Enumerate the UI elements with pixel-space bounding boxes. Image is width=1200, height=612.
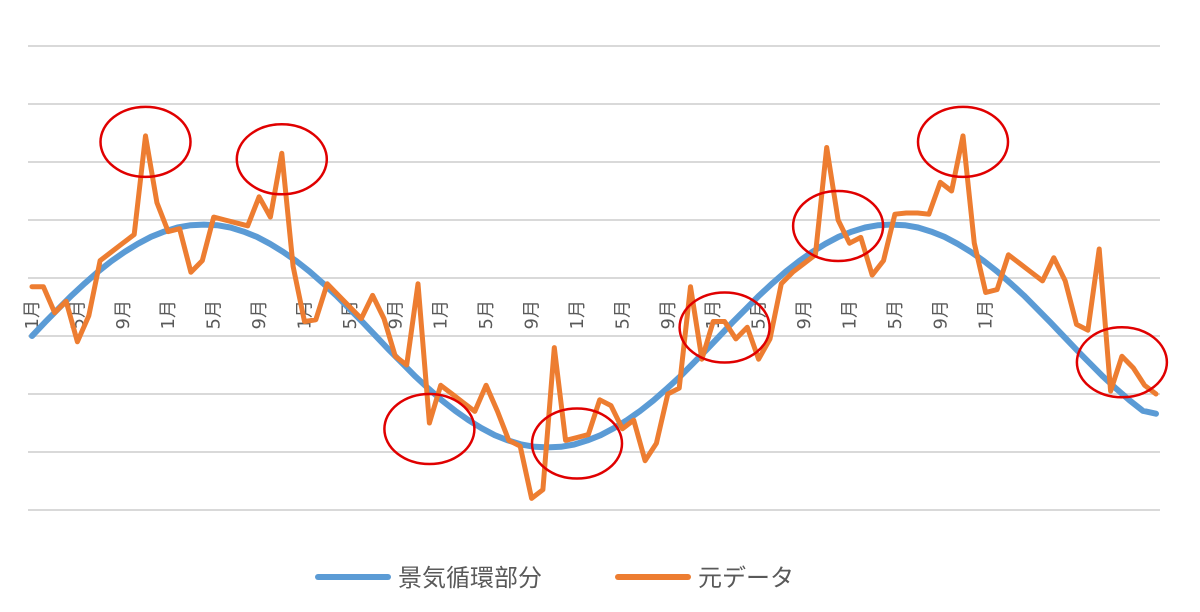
x-tick-label: 5月 — [204, 300, 225, 329]
x-axis-tick-labels: 1月 5月 9月 1月 5月 9月 1月 5月 9月 1月 5月 9月 1月 5月 9月 1月 5月 9月 1月 5月… — [22, 300, 997, 329]
x-tick-label: 9月 — [385, 300, 406, 329]
highlight-circle-2 — [383, 392, 476, 466]
series-lines — [29, 133, 1159, 501]
x-tick-label: 1月 — [431, 300, 452, 329]
x-tick-label: 9月 — [794, 300, 815, 329]
x-tick-label: 5月 — [612, 300, 633, 329]
x-tick-label: 1月 — [567, 300, 588, 329]
legend-label-1: 元データ — [698, 564, 794, 592]
highlight-circle-1 — [235, 123, 329, 196]
x-tick-label: 1月 — [22, 300, 43, 329]
highlight-circles — [99, 105, 1169, 480]
legend-label-0: 景気循環部分 — [398, 564, 542, 592]
series-line-original-data — [29, 133, 1159, 501]
x-tick-label: 1月 — [976, 300, 997, 329]
x-tick-label: 5月 — [749, 300, 770, 329]
highlight-circle-6 — [916, 105, 1010, 179]
series-line-business-cycle — [29, 221, 1159, 451]
legend: 景気循環部分 元データ — [315, 564, 794, 592]
x-tick-label: 9月 — [930, 300, 951, 329]
x-tick-label: 9月 — [658, 300, 679, 329]
x-tick-label: 5月 — [476, 300, 497, 329]
x-tick-label: 1月 — [840, 300, 861, 329]
highlight-circle-4 — [678, 291, 771, 364]
highlight-circle-3 — [530, 407, 624, 480]
x-tick-label: 9月 — [522, 300, 543, 329]
highlight-circle-0 — [99, 105, 192, 179]
x-tick-label: 1月 — [158, 300, 179, 329]
highlight-circle-7 — [1075, 326, 1169, 399]
x-tick-label: 9月 — [249, 300, 270, 329]
x-tick-label: 9月 — [113, 300, 134, 329]
x-tick-label: 5月 — [885, 300, 906, 329]
highlight-circle-5 — [791, 189, 885, 263]
